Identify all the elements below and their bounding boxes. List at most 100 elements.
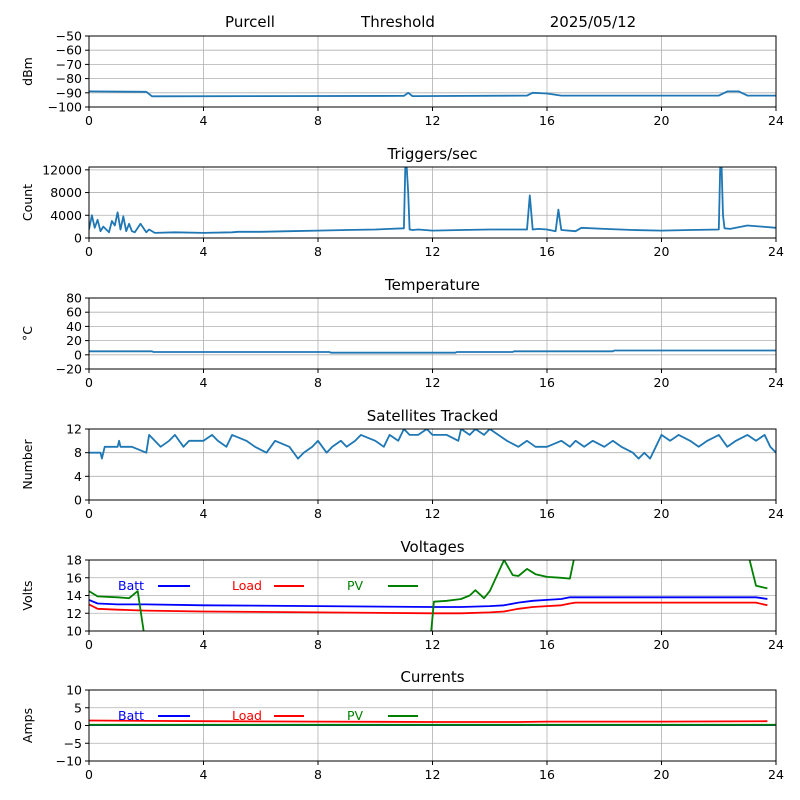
x-tick-label: 8 [314, 767, 322, 782]
x-tick-label: 8 [314, 375, 322, 390]
y-tick-label: 0 [74, 493, 82, 508]
y-tick-label: −80 [56, 71, 82, 86]
series-line-batt [89, 596, 768, 608]
x-tick-label: 12 [425, 637, 441, 652]
panel-currents: 0 4 8 12 16 20 24 −10 −5 0 5 10 Currents Amps Batt Load… [20, 668, 784, 782]
header-station: Purcell [225, 13, 275, 31]
y-axis-label: dBm [20, 57, 35, 86]
y-tick-label: 4000 [50, 208, 82, 223]
x-tick-label: 16 [539, 506, 555, 521]
y-tick-label: 5 [74, 700, 82, 715]
panel-triggers: 0 4 8 12 16 20 24 0 4000 8000 12000 Triggers/sec Cou… [20, 145, 784, 259]
x-tick-label: 12 [425, 375, 441, 390]
y-tick-label: 18 [66, 553, 82, 568]
y-tick-label: −90 [56, 85, 82, 100]
x-tick-label: 12 [425, 506, 441, 521]
y-tick-label: 40 [66, 319, 82, 334]
x-tick-label: 12 [425, 244, 441, 259]
header-date: 2025/05/12 [550, 13, 636, 31]
y-tick-label: −50 [56, 29, 82, 44]
y-axis-label: Volts [20, 580, 35, 610]
x-tick-label: 16 [539, 244, 555, 259]
y-tick-label: 8 [74, 445, 82, 460]
x-tick-label: 20 [654, 637, 670, 652]
series-line-0 [89, 90, 776, 98]
y-tick-label: 80 [66, 291, 82, 306]
x-tick-label: 8 [314, 113, 322, 128]
x-tick-label: 8 [314, 506, 322, 521]
x-tick-label: 0 [85, 767, 93, 782]
x-tick-label: 24 [768, 637, 784, 652]
x-tick-label: 16 [539, 767, 555, 782]
y-tick-label: 0 [74, 347, 82, 362]
x-tick-label: 24 [768, 767, 784, 782]
y-tick-label: 12 [66, 422, 82, 437]
header-label: Threshold [360, 13, 435, 31]
x-tick-label: 12 [425, 767, 441, 782]
x-tick-label: 4 [200, 506, 208, 521]
y-axis-label: Amps [20, 708, 35, 743]
x-tick-label: 20 [654, 506, 670, 521]
x-tick-label: 12 [425, 113, 441, 128]
x-tick-label: 24 [768, 113, 784, 128]
x-tick-label: 0 [85, 113, 93, 128]
x-tick-label: 24 [768, 375, 784, 390]
y-tick-label: 12 [66, 606, 82, 621]
x-tick-label: 0 [85, 375, 93, 390]
chart-title: Satellites Tracked [367, 407, 498, 425]
y-axis-label: Number [20, 439, 35, 490]
series-line-load [89, 601, 768, 615]
series-line-load [89, 719, 768, 723]
x-tick-label: 4 [200, 375, 208, 390]
y-tick-label: 8000 [50, 185, 82, 200]
y-tick-label: 60 [66, 305, 82, 320]
y-tick-label: 14 [66, 588, 82, 603]
panel-satellites: 0 4 8 12 16 20 24 0 4 8 12 Satellites Tracked Number [20, 407, 784, 521]
chart-title: Triggers/sec [387, 145, 478, 163]
y-tick-label: −70 [56, 57, 82, 72]
y-tick-label: −100 [48, 100, 82, 115]
chart-title: Voltages [400, 538, 464, 556]
x-tick-label: 8 [314, 244, 322, 259]
y-tick-label: 0 [74, 231, 82, 246]
x-tick-label: 0 [85, 637, 93, 652]
series-line-pv [89, 560, 768, 631]
x-tick-label: 4 [200, 244, 208, 259]
y-tick-label: 4 [74, 469, 82, 484]
y-tick-label: 16 [66, 570, 82, 585]
x-tick-label: 20 [654, 767, 670, 782]
y-tick-label: −5 [64, 736, 82, 751]
x-tick-label: 20 [654, 244, 670, 259]
legend-label-batt: Batt [118, 578, 144, 593]
legend-label-batt: Batt [118, 708, 144, 723]
x-tick-label: 0 [85, 506, 93, 521]
legend-label-pv: PV [347, 708, 364, 723]
x-tick-label: 16 [539, 637, 555, 652]
y-tick-label: −10 [56, 754, 82, 769]
series-line-0 [89, 167, 776, 234]
y-tick-label: 10 [66, 624, 82, 639]
x-tick-label: 0 [85, 244, 93, 259]
panel-voltages: 0 4 8 12 16 20 24 10 12 14 16 18 Voltages Volts Batt Lo… [20, 538, 784, 652]
x-tick-label: 8 [314, 637, 322, 652]
x-tick-label: 20 [654, 375, 670, 390]
y-tick-label: 20 [66, 333, 82, 348]
legend-label-pv: PV [347, 578, 364, 593]
y-tick-label: 12000 [42, 162, 82, 177]
chart-title: Temperature [384, 276, 480, 294]
x-tick-label: 4 [200, 637, 208, 652]
legend-label-load: Load [232, 578, 262, 593]
y-axis-label: °C [20, 326, 35, 341]
x-tick-label: 24 [768, 506, 784, 521]
x-tick-label: 16 [539, 375, 555, 390]
x-tick-label: 20 [654, 113, 670, 128]
y-axis-label: Count [20, 184, 35, 221]
legend-label-load: Load [232, 708, 262, 723]
y-tick-label: −20 [56, 362, 82, 377]
y-tick-label: 0 [74, 718, 82, 733]
panel-threshold: 0 4 8 12 16 20 24 −100−90−80−70−60−50 dBm [20, 29, 784, 129]
x-tick-label: 24 [768, 244, 784, 259]
